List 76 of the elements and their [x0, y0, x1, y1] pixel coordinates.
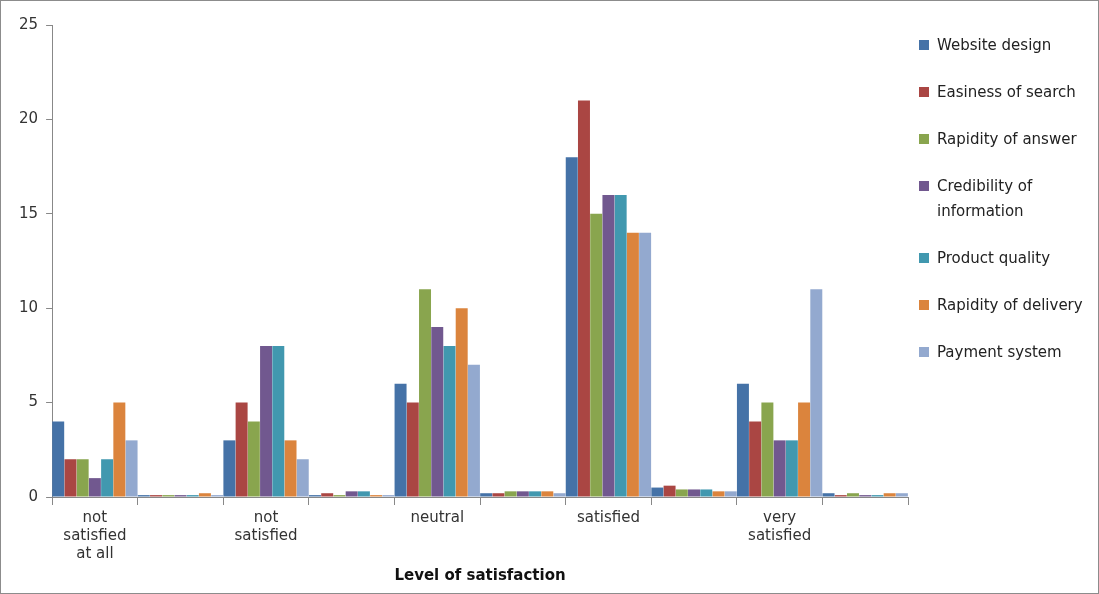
bar — [749, 421, 762, 497]
x-axis-title: Level of satisfaction — [394, 565, 566, 584]
legend-label: Easiness of search — [937, 82, 1076, 103]
bar — [798, 402, 811, 497]
y-tick-label: 15 — [18, 203, 39, 222]
legend-label: Website design — [937, 35, 1052, 56]
bar — [529, 491, 542, 497]
x-tick-label: very satisfied — [748, 507, 812, 544]
legend-label: Rapidity of answer — [937, 129, 1077, 150]
bar — [467, 364, 480, 497]
y-tick-label: 5 — [28, 392, 39, 411]
bar — [712, 491, 725, 497]
x-tick-label: not satisfied at all — [63, 507, 127, 562]
x-tick-label: satisfied — [576, 507, 640, 526]
bar — [590, 213, 603, 497]
bar — [602, 194, 615, 497]
bar — [76, 459, 89, 497]
bar — [480, 493, 493, 497]
bar — [260, 345, 273, 497]
bar — [663, 485, 676, 497]
bar — [64, 459, 77, 497]
bar — [700, 489, 713, 497]
bar — [639, 232, 652, 497]
bar — [675, 489, 688, 497]
y-tick-label: 0 — [28, 486, 39, 505]
bar — [565, 157, 578, 497]
bar — [492, 493, 505, 497]
bar — [247, 421, 260, 497]
legend-label: Credibility of information — [937, 176, 1034, 222]
bar — [724, 491, 737, 497]
bar — [113, 402, 126, 497]
bar — [443, 345, 456, 497]
bar — [651, 487, 664, 497]
legend-label: Product quality — [937, 248, 1051, 269]
y-tick-label: 25 — [18, 14, 39, 33]
bar — [406, 402, 419, 497]
bar — [810, 289, 823, 497]
bar — [284, 440, 297, 497]
bar — [419, 289, 432, 497]
bar — [52, 421, 65, 497]
bar — [626, 232, 639, 497]
bar — [736, 383, 749, 497]
y-tick-label: 10 — [18, 298, 39, 317]
bar — [773, 440, 786, 497]
bar — [198, 493, 211, 497]
bar — [357, 491, 370, 497]
bar — [846, 493, 859, 497]
legend-label: Payment system — [937, 342, 1062, 363]
bar — [101, 459, 114, 497]
bar — [272, 345, 285, 497]
bar — [541, 491, 554, 497]
bar — [223, 440, 236, 497]
bar — [761, 402, 774, 497]
bar — [822, 493, 835, 497]
bar — [88, 478, 101, 497]
bar — [296, 459, 309, 497]
y-tick-label: 20 — [18, 109, 39, 128]
bar — [553, 493, 566, 497]
bar — [516, 491, 529, 497]
bar — [394, 383, 407, 497]
bar — [504, 491, 517, 497]
x-tick-label: not satisfied — [234, 507, 298, 544]
bar — [431, 327, 444, 497]
bar — [345, 491, 358, 497]
bar — [895, 493, 908, 497]
bar — [688, 489, 701, 497]
bar — [577, 100, 590, 497]
legend-label: Rapidity of delivery — [937, 295, 1083, 316]
bar — [235, 402, 248, 497]
x-tick-label: neutral — [410, 507, 465, 526]
bar — [125, 440, 138, 497]
bar — [455, 308, 468, 497]
bar — [614, 194, 627, 497]
bar — [321, 493, 334, 497]
bar — [785, 440, 798, 497]
bar — [883, 493, 896, 497]
